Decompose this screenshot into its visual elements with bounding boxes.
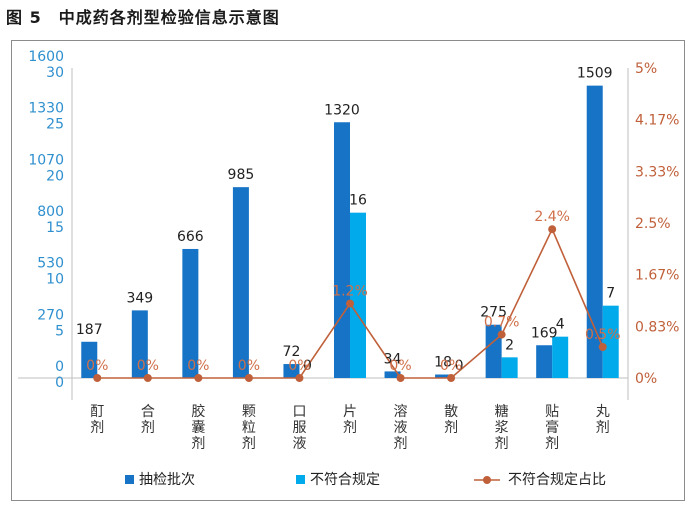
y-right-tick: 5% (635, 61, 657, 77)
x-tick-label: 合剂 (141, 404, 155, 436)
bar-sampled (81, 341, 98, 378)
x-tick-label: 片剂 (343, 404, 357, 436)
x-tick-label: 溶液剂 (394, 404, 408, 452)
ratio-point (244, 374, 253, 382)
y-right-tick: 2.5% (635, 216, 671, 232)
bars (81, 85, 619, 378)
ratio-label: 0% (137, 358, 159, 374)
ratio-point (548, 225, 557, 234)
legend-marker-ratio (483, 476, 491, 484)
bar-label-nonconforming: 7 (606, 286, 615, 302)
y-left-inner-tick: 15 (46, 220, 64, 236)
bar-nonconforming (552, 336, 569, 378)
y-left-outer-tick: 1600 (28, 49, 64, 65)
bar-label-sampled: 666 (177, 229, 204, 245)
bar-label-sampled: 18 (434, 355, 452, 371)
y-left-outer-tick: 1070 (28, 152, 64, 168)
chart-frame (11, 40, 685, 501)
bar-label-sampled: 34 (384, 351, 402, 367)
legend: 抽检批次 不符合规定 不符合规定占比 (125, 472, 606, 488)
x-tick-label: 口服液 (292, 404, 306, 452)
bar-sampled (435, 374, 452, 378)
bar-label-nonconforming: 0 (303, 358, 312, 374)
legend-label-ratio: 不符合规定占比 (508, 472, 606, 488)
legend-swatch-nonconforming (296, 475, 305, 484)
y-right-tick: 3.33% (635, 164, 679, 180)
labels: 187 349 666 985 72 1320 34 18 275 169 1509 0 16 0 2 4 7 0… (76, 66, 621, 374)
bar-sampled (586, 85, 603, 378)
x-tick-label: 酊剂 (90, 404, 104, 436)
y-right-tick: 4.17% (635, 113, 679, 129)
legend-swatch-sampled (125, 475, 134, 484)
ratio-label: 0% (288, 358, 310, 374)
x-tick-label: 散剂 (444, 404, 458, 436)
y-left-outer-tick: 800 (37, 204, 64, 220)
bar-sampled (384, 371, 401, 378)
legend-label-nonconforming: 不符合规定 (310, 472, 380, 488)
ratio-label: 0.7% (484, 315, 520, 331)
y-right-tick: 0.83% (635, 319, 679, 335)
ratio-point (194, 374, 203, 382)
bar-nonconforming (350, 212, 366, 378)
figure-title: 图 5 中成药各剂型检验信息示意图 (6, 8, 280, 27)
x-tick-label: 贴膏剂 (545, 404, 559, 452)
bar-label-nonconforming: 16 (349, 193, 367, 209)
x-tick-label: 丸剂 (596, 404, 610, 436)
y-left-inner-tick: 30 (46, 65, 64, 81)
bar-label-sampled: 1509 (577, 66, 613, 82)
ratio-label: 0% (440, 358, 462, 374)
bar-sampled (182, 248, 199, 378)
y-left-outer-tick: 0 (55, 359, 64, 375)
bar-nonconforming (602, 305, 619, 378)
ratio-label: 0% (86, 358, 108, 374)
bar-sampled (131, 310, 148, 378)
bar-label-sampled: 275 (480, 305, 507, 321)
ratio-label: 0.5% (585, 327, 621, 343)
bar-label-nonconforming: 4 (556, 317, 565, 333)
y-right-tick: 0% (635, 371, 657, 387)
legend-label-sampled: 抽检批次 (139, 472, 195, 488)
ratio-point (396, 374, 405, 382)
ratio-label: 1.2% (332, 284, 368, 300)
bar-sampled (283, 364, 300, 378)
bar-label-sampled: 187 (76, 322, 103, 338)
ratio-label: 2.4% (534, 209, 570, 225)
y-left-outer-tick: 1330 (28, 101, 64, 117)
ratio-line (93, 225, 607, 382)
bar-sampled (334, 122, 350, 378)
ratio-point (295, 374, 304, 382)
y-left-inner-tick: 20 (46, 168, 64, 184)
ratio-point (598, 343, 607, 351)
y-left-inner-tick: 10 (46, 272, 64, 288)
bar-label-nonconforming: 0 (455, 358, 464, 374)
ratio-point (497, 330, 506, 339)
bar-label-sampled: 72 (283, 344, 301, 360)
bar-label-sampled: 169 (531, 325, 558, 341)
x-tick-label: 颗粒剂 (242, 404, 256, 452)
bar-sampled (536, 345, 553, 378)
y-left-inner-tick: 0 (55, 375, 64, 391)
ratio-point (143, 374, 152, 382)
bar-label-sampled: 349 (126, 290, 153, 306)
y-left-outer-tick: 270 (37, 307, 64, 323)
x-tick-label: 胶囊剂 (191, 403, 205, 452)
bar-sampled (232, 187, 249, 378)
ratio-label: 0% (389, 358, 411, 374)
bar-nonconforming (501, 357, 518, 378)
x-tick-label: 糖浆剂 (495, 404, 509, 452)
ratio-point (346, 299, 354, 308)
ratio-point (93, 374, 102, 382)
ratio-label: 0% (238, 358, 260, 374)
bar-label-sampled: 1320 (324, 102, 360, 118)
ratio-point (447, 374, 456, 382)
y-right-tick: 1.67% (635, 268, 679, 284)
bar-label-nonconforming: 2 (505, 337, 514, 353)
y-left-inner-tick: 25 (46, 117, 64, 133)
y-left-inner-tick: 5 (55, 323, 64, 339)
bar-label-sampled: 985 (228, 167, 255, 183)
y-left-outer-tick: 530 (37, 256, 64, 272)
ratio-label: 0% (187, 358, 209, 374)
